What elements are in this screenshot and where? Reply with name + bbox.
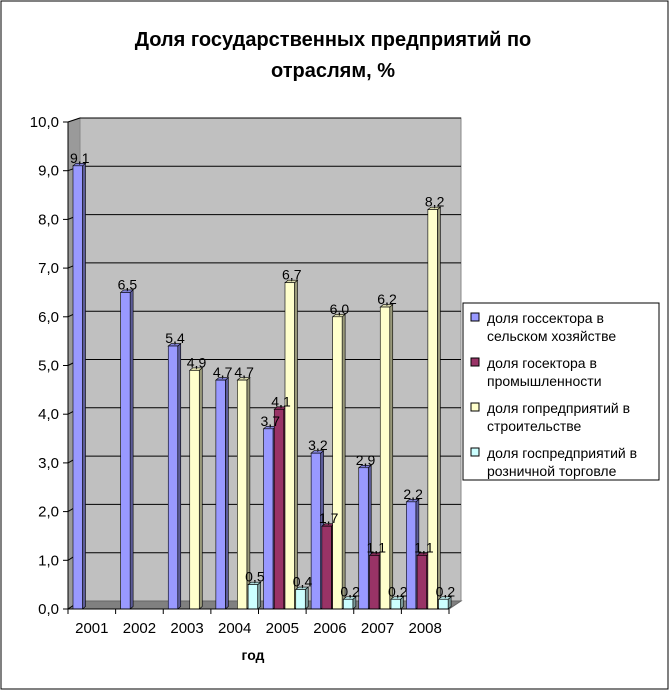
y-tick-label: 1,0 — [38, 552, 59, 569]
y-tick-label: 3,0 — [38, 455, 59, 472]
y-tick-label: 10,0 — [30, 114, 59, 131]
legend-label: доля гопредприятий в — [487, 400, 630, 416]
bar — [358, 467, 369, 610]
data-labels: 9,1 6,5 5,4 4,7 3,7 3,2 2,9 2,2 4,1 1,7 1,1 1,1 4,9 4… — [70, 150, 455, 599]
data-label: 2,9 — [356, 452, 376, 468]
legend-box — [462, 302, 660, 481]
bar-side — [129, 289, 134, 610]
bar — [332, 316, 343, 610]
data-label: 3,2 — [308, 437, 328, 453]
bar — [120, 292, 131, 610]
data-label: 4,7 — [234, 364, 254, 380]
x-tick-label: 2001 — [75, 620, 108, 637]
y-tick-label: 4,0 — [38, 406, 59, 423]
x-tick-label: 2002 — [123, 620, 156, 637]
bar — [310, 452, 321, 610]
bar-side — [257, 581, 261, 610]
chart-title-line-2: отраслям, % — [271, 60, 395, 82]
y-tick-label: 5,0 — [38, 358, 59, 375]
x-tick-label: 2004 — [218, 620, 251, 637]
bar — [343, 598, 354, 610]
bar — [284, 282, 295, 610]
data-label: 9,1 — [70, 150, 90, 166]
bar — [215, 379, 226, 610]
bar — [189, 370, 200, 610]
legend-label: доля госектора в — [487, 355, 597, 371]
bar-side — [389, 303, 394, 610]
y-tick-label: 8,0 — [38, 211, 59, 228]
legend-label: промышленности — [487, 373, 602, 389]
legend-label: доля госсектора в — [487, 310, 604, 326]
x-tick-label: 2003 — [170, 620, 203, 637]
bar — [263, 428, 274, 610]
y-tick-label: 2,0 — [38, 504, 59, 521]
bars — [72, 162, 452, 610]
bar-side — [437, 206, 441, 610]
bar-side — [177, 342, 182, 610]
bar — [438, 598, 449, 610]
data-label: 1,1 — [367, 539, 387, 555]
legend: доля госсектора в сельском хозяйстве доля … — [462, 302, 660, 481]
data-label: 8,2 — [425, 194, 445, 210]
y-tick-label: 6,0 — [38, 309, 59, 326]
data-label: 6,0 — [330, 301, 350, 317]
legend-swatch — [470, 357, 480, 367]
legend-label: доля госпредприятий в — [487, 445, 637, 461]
bar — [321, 525, 332, 610]
legend-label: розничной торговле — [487, 463, 617, 479]
bar-side — [341, 313, 346, 610]
data-label: 6,2 — [377, 291, 397, 307]
bar-side — [304, 586, 309, 610]
bar — [247, 584, 258, 610]
bar-side — [225, 376, 229, 610]
data-label: 0,2 — [388, 583, 408, 599]
data-label: 1,7 — [319, 510, 339, 526]
x-axis: 2001 2002 2003 2004 2005 2006 2007 2008 — [67, 608, 450, 637]
legend-label: строительстве — [487, 418, 582, 434]
gridline-side — [67, 117, 81, 123]
x-tick-label: 2006 — [313, 620, 346, 637]
data-label: 3,7 — [261, 413, 281, 429]
legend-swatch — [470, 312, 480, 322]
bar — [390, 598, 401, 610]
y-tick-label: 9,0 — [38, 163, 59, 180]
bar — [295, 589, 306, 610]
x-tick-label: 2005 — [266, 620, 299, 637]
data-label: 4,7 — [213, 364, 233, 380]
x-axis-title: год — [242, 647, 265, 663]
legend-label: сельском хозяйстве — [487, 328, 616, 344]
data-label: 0,4 — [293, 574, 313, 590]
data-label: 0,2 — [340, 583, 360, 599]
bar — [416, 555, 427, 610]
bar — [369, 555, 380, 610]
bar — [379, 306, 391, 610]
data-label: 0,5 — [245, 569, 265, 585]
data-label: 1,1 — [414, 539, 434, 555]
x-tick-label: 2007 — [361, 620, 394, 637]
data-label: 4,1 — [271, 393, 291, 409]
x-tick-label: 2008 — [409, 620, 442, 637]
bar — [72, 165, 83, 610]
bar-side — [198, 367, 203, 610]
data-label: 4,9 — [187, 354, 207, 370]
bar-side — [82, 162, 86, 610]
bar — [273, 409, 285, 610]
legend-swatch — [470, 447, 480, 457]
y-tick-label: 0,0 — [38, 601, 59, 618]
data-label: 6,7 — [282, 267, 302, 283]
bar — [167, 345, 179, 610]
bar-side — [294, 279, 298, 610]
y-axis: 0,0 1,0 2,0 3,0 4,0 5,0 6,0 7,0 8,0 9,0 10,0 — [30, 114, 69, 618]
data-label: 5,4 — [165, 330, 185, 346]
y-tick-label: 7,0 — [38, 260, 59, 277]
chart-title-line-1: Доля государственных предприятий по — [135, 29, 532, 51]
data-label: 6,5 — [118, 276, 138, 292]
legend-swatch — [470, 402, 480, 412]
data-label: 2,2 — [403, 486, 423, 502]
data-label: 0,2 — [436, 583, 456, 599]
